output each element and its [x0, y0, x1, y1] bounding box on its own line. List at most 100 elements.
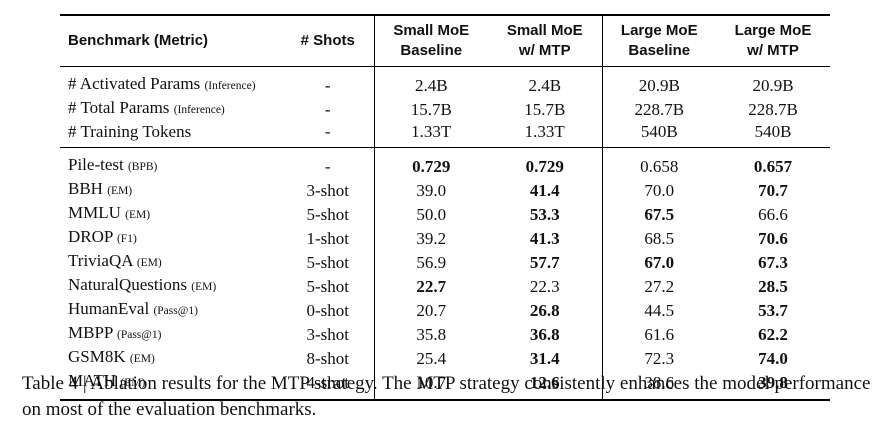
table-row: # Activated Params (Inference) - 2.4B 2.… [60, 66, 830, 98]
header-benchmark: Benchmark (Metric) [68, 32, 209, 49]
table-row: MBPP (Pass@1) 3-shot 35.8 36.8 61.6 62.2 [60, 322, 830, 346]
cell-small-mtp: 0.729 [525, 156, 564, 176]
row-name: GSM8K [68, 347, 126, 366]
table-row: DROP (F1) 1-shot 39.2 41.3 68.5 70.6 [60, 226, 830, 250]
row-name: MATH [68, 371, 117, 390]
cell-large-baseline: 38.6 [601, 370, 716, 400]
header-small-mtp-line1: Small MoE [506, 22, 583, 39]
cell-large-mtp: 20.9B [752, 75, 794, 95]
cell-small-mtp: 12.6 [529, 372, 560, 392]
table-row: Pile-test (BPB) - 0.729 0.729 0.658 0.65… [60, 147, 830, 179]
header-large-baseline-line1: Large MoE [620, 22, 698, 39]
row-label: MATH (EM) [60, 370, 282, 400]
cell-large-mtp: 228.7B [748, 99, 798, 119]
row-shots: - [324, 99, 331, 119]
cell-large-mtp: 0.657 [753, 156, 793, 176]
cell-small-mtp: 1.33T [524, 122, 565, 141]
row-label: TriviaQA (EM) [60, 250, 282, 274]
cell-large-mtp: 74.0 [758, 348, 788, 368]
table-row: MATH (EM) 4-shot 10.7 12.6 38.6 39.8 [60, 370, 830, 400]
cell-large-mtp: 67.3 [758, 252, 788, 272]
cell-small-baseline: 50.0 [373, 202, 488, 226]
header-small-baseline-line1: Small MoE [393, 22, 470, 39]
row-shots: 8-shot [306, 348, 350, 368]
ablation-results-table: Benchmark (Metric) # Shots Small MoE Bas… [60, 14, 830, 401]
cell-small-baseline: 15.7B [373, 97, 488, 121]
cell-small-baseline: 10.7 [373, 370, 488, 400]
cell-small-baseline: 39.2 [373, 226, 488, 250]
results-table-container: Benchmark (Metric) # Shots Small MoE Bas… [60, 14, 830, 401]
row-metric: (EM) [107, 185, 133, 197]
cell-small-baseline: 20.7 [373, 298, 488, 322]
row-name: TriviaQA [68, 251, 133, 270]
row-name: MMLU [68, 203, 121, 222]
row-label: # Total Params (Inference) [60, 97, 282, 121]
row-shots: - [324, 122, 331, 141]
row-label: # Training Tokens [60, 121, 282, 148]
row-metric: (EM) [191, 281, 217, 293]
row-label: # Activated Params (Inference) [60, 67, 282, 98]
row-shots: 1-shot [306, 228, 350, 248]
cell-large-mtp: 28.5 [758, 276, 788, 296]
row-metric: (F1) [116, 233, 137, 245]
cell-small-baseline: 56.9 [373, 250, 488, 274]
cell-large-baseline: 67.5 [601, 202, 716, 226]
cell-small-baseline: 1.33T [373, 121, 488, 148]
row-shots: - [324, 75, 331, 95]
cell-small-baseline: 22.7 [373, 274, 488, 298]
cell-large-mtp: 39.8 [758, 372, 788, 392]
cell-small-mtp: 26.8 [529, 300, 560, 320]
header-large-mtp-line2: w/ MTP [747, 42, 799, 59]
cell-small-baseline: 2.4B [373, 66, 488, 97]
table-row: TriviaQA (EM) 5-shot 56.9 57.7 67.0 67.3 [60, 250, 830, 274]
params-section: # Activated Params (Inference) - 2.4B 2.… [60, 66, 830, 148]
row-label: MMLU (EM) [60, 202, 282, 226]
row-label: GSM8K (EM) [60, 346, 282, 370]
cell-large-mtp: 70.7 [758, 180, 788, 200]
row-metric: (Pass@1) [116, 329, 162, 341]
cell-large-baseline: 61.6 [601, 322, 716, 346]
cell-large-mtp: 53.7 [758, 300, 788, 320]
row-metric: (Inference) [204, 80, 256, 92]
row-name: # Total Params [68, 98, 170, 117]
cell-small-mtp: 41.4 [529, 180, 560, 200]
row-label: DROP (F1) [60, 226, 282, 250]
header-shots: # Shots [300, 32, 355, 49]
header-large-mtp: Large MoE w/ MTP [716, 15, 830, 67]
cell-large-baseline: 44.5 [601, 298, 716, 322]
row-name: HumanEval [68, 299, 150, 318]
row-metric: (EM) [120, 377, 146, 389]
table-header: Benchmark (Metric) # Shots Small MoE Bas… [60, 15, 830, 67]
cell-large-baseline: 20.9B [601, 66, 716, 97]
row-metric: (Pass@1) [153, 305, 198, 317]
header-large-baseline: Large MoE Baseline [601, 15, 716, 67]
row-shots: 3-shot [306, 324, 350, 344]
cell-large-baseline: 68.5 [601, 226, 716, 250]
table-row: GSM8K (EM) 8-shot 25.4 31.4 72.3 74.0 [60, 346, 830, 370]
row-metric: (EM) [129, 353, 155, 365]
row-label: Pile-test (BPB) [60, 148, 282, 179]
row-name: DROP [68, 227, 113, 246]
cell-small-mtp: 22.3 [529, 276, 560, 296]
table-row: # Training Tokens - 1.33T 1.33T 540B 540… [60, 121, 830, 148]
cell-small-baseline: 39.0 [373, 178, 488, 202]
row-shots: 3-shot [306, 180, 350, 200]
row-name: # Activated Params [68, 74, 201, 93]
cell-large-mtp: 540B [754, 122, 792, 141]
cell-small-baseline: 25.4 [373, 346, 488, 370]
table-row: NaturalQuestions (EM) 5-shot 22.7 22.3 2… [60, 274, 830, 298]
cell-large-baseline: 27.2 [601, 274, 716, 298]
header-row: Benchmark (Metric) # Shots Small MoE Bas… [60, 15, 830, 67]
row-metric: (BPB) [127, 161, 158, 173]
benchmark-section: Pile-test (BPB) - 0.729 0.729 0.658 0.65… [60, 147, 830, 400]
row-name: NaturalQuestions [68, 275, 187, 294]
row-name: Pile-test [68, 155, 124, 174]
cell-large-mtp: 66.6 [758, 204, 788, 224]
row-label: NaturalQuestions (EM) [60, 274, 282, 298]
header-small-mtp: Small MoE w/ MTP [488, 15, 602, 67]
cell-large-baseline: 72.3 [601, 346, 716, 370]
cell-large-mtp: 62.2 [758, 324, 788, 344]
table-row: # Total Params (Inference) - 15.7B 15.7B… [60, 97, 830, 121]
cell-small-mtp: 2.4B [528, 75, 562, 95]
row-label: BBH (EM) [60, 178, 282, 202]
